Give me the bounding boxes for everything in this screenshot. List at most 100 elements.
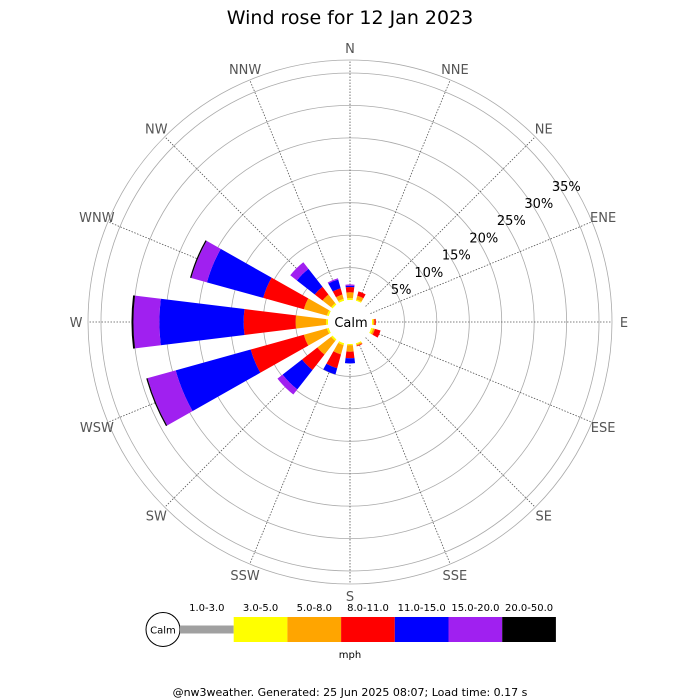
legend-label-5: 11.0-15.0 xyxy=(398,603,446,614)
petal-w-bin-5 xyxy=(159,298,245,346)
petal-sse-bin-3 xyxy=(356,342,363,346)
petal-w-bin-7 xyxy=(131,295,136,349)
outer-ring xyxy=(87,59,613,585)
petal-n-bin-5 xyxy=(345,285,355,288)
legend-swatch-2 xyxy=(233,617,288,642)
ring-label-35: 35% xyxy=(552,180,581,195)
direction-label-nne: NNE xyxy=(441,63,469,78)
spoke-ene xyxy=(370,221,593,314)
wind-petals xyxy=(131,240,381,427)
petal-nne-bin-2 xyxy=(355,299,362,303)
petal-nw-bin-5 xyxy=(296,268,323,295)
petal-nw-bin-2 xyxy=(331,303,337,309)
petal-ese-bin-3 xyxy=(370,328,375,335)
ring-35 xyxy=(100,72,600,572)
chart-title: Wind rose for 12 Jan 2023 xyxy=(227,7,474,29)
direction-label-w: W xyxy=(70,316,83,331)
petal-w-bin-4 xyxy=(243,309,296,335)
petal-n-bin-6 xyxy=(345,284,355,286)
speed-legend: Calm 1.0-3.0 3.0-5.0 5.0-8.0 8.0-11.0 11.0-15… xyxy=(145,603,556,647)
petal-nw-bin-3 xyxy=(322,294,336,308)
footer-text: @nw3weather. Generated: 25 Jun 2025 08:0… xyxy=(173,686,528,699)
direction-label-nw: NW xyxy=(145,122,168,137)
calm-circle xyxy=(328,300,372,344)
petal-wsw-bin-7 xyxy=(146,378,168,427)
ring-label-15: 15% xyxy=(442,249,471,264)
petal-nnw-bin-6 xyxy=(327,278,339,284)
ring-labels: 5%10% 15% 20% 25% 30% 35% xyxy=(391,180,581,298)
direction-label-se: SE xyxy=(535,510,551,525)
direction-label-s: S xyxy=(346,590,354,605)
direction-label-wnw: WNW xyxy=(79,211,115,226)
spoke-ne xyxy=(365,136,536,307)
petal-wnw-bin-6 xyxy=(191,240,221,283)
petal-sw-bin-4 xyxy=(302,347,325,370)
petal-wsw-bin-4 xyxy=(250,334,309,373)
spoke-se xyxy=(365,337,536,508)
petal-nnw-bin-5 xyxy=(328,279,341,292)
petal-wsw-bin-6 xyxy=(147,370,193,426)
petal-nw-bin-4 xyxy=(314,286,329,301)
legend-label-6: 15.0-20.0 xyxy=(451,603,499,614)
direction-label-wsw: WSW xyxy=(80,421,114,436)
petal-nne-bin-3 xyxy=(356,295,364,302)
petal-e-bin-4 xyxy=(374,318,376,326)
petal-wnw-bin-3 xyxy=(303,298,330,316)
petal-wnw-bin-4 xyxy=(263,277,309,310)
legend-label-7: 20.0-50.0 xyxy=(505,603,553,614)
petal-nw-bin-6 xyxy=(290,262,309,281)
petal-sse-bin-4 xyxy=(356,343,363,347)
direction-label-sw: SW xyxy=(146,510,167,525)
petal-e-bin-3 xyxy=(373,319,375,325)
petal-w-bin-3 xyxy=(295,315,327,329)
petal-nne-bin-4 xyxy=(357,291,366,299)
spoke-ese xyxy=(370,330,593,423)
direction-label-ese: ESE xyxy=(591,421,616,436)
petal-w-bin-2 xyxy=(326,319,329,325)
petal-ese-bin-2 xyxy=(369,327,374,334)
petal-wsw-bin-3 xyxy=(303,328,330,346)
ring-label-30: 30% xyxy=(524,197,553,212)
spoke-nnw xyxy=(249,79,342,302)
legend-label-1: 1.0-3.0 xyxy=(189,603,224,614)
calm-label: Calm xyxy=(334,316,367,331)
spoke-nne xyxy=(358,79,451,302)
legend-swatch-5 xyxy=(394,617,449,642)
ring-label-20: 20% xyxy=(469,231,498,246)
petal-wnw-bin-2 xyxy=(326,310,331,317)
petal-w-bin-6 xyxy=(133,295,161,349)
petal-nnw-bin-3 xyxy=(335,294,344,302)
legend-label-3: 5.0-8.0 xyxy=(297,603,332,614)
legend-calm-label: Calm xyxy=(150,626,176,637)
legend-swatch-4 xyxy=(341,617,395,642)
direction-label-sse: SSE xyxy=(443,569,468,584)
petal-sw-bin-6 xyxy=(277,374,298,395)
legend-swatch-1 xyxy=(180,625,234,634)
direction-labels: N NNE NE ENE E ESE SE SSE S SSW SW WSW W WNW NW NNW xyxy=(70,42,629,605)
petal-ese-bin-4 xyxy=(372,328,381,338)
calm-center: Calm xyxy=(328,300,372,344)
petal-n-bin-4 xyxy=(345,287,355,293)
legend-unit-label: mph xyxy=(339,650,361,661)
petal-ssw-bin-2 xyxy=(338,341,345,346)
petal-wnw-bin-5 xyxy=(206,248,272,298)
petal-ssw-bin-5 xyxy=(323,363,338,375)
direction-label-e: E xyxy=(620,316,628,331)
spoke-ssw xyxy=(249,342,342,565)
ring-label-5: 5% xyxy=(391,283,412,298)
direction-label-ene: ENE xyxy=(590,211,616,226)
petal-ssw-bin-3 xyxy=(333,342,344,355)
petal-wsw-bin-2 xyxy=(326,327,331,334)
petal-n-bin-2 xyxy=(347,298,353,301)
petal-wnw-bin-7 xyxy=(190,240,207,278)
legend-label-4: 8.0-11.0 xyxy=(347,603,389,614)
petal-s-bin-3 xyxy=(346,345,354,352)
petal-sw-bin-5 xyxy=(282,359,313,390)
petal-ssw-bin-4 xyxy=(326,351,341,369)
direction-label-ssw: SSW xyxy=(230,569,260,584)
petal-n-bin-3 xyxy=(346,292,354,299)
petal-s-bin-5 xyxy=(344,358,356,364)
petal-sw-bin-3 xyxy=(317,336,336,355)
ring-label-10: 10% xyxy=(414,266,443,281)
